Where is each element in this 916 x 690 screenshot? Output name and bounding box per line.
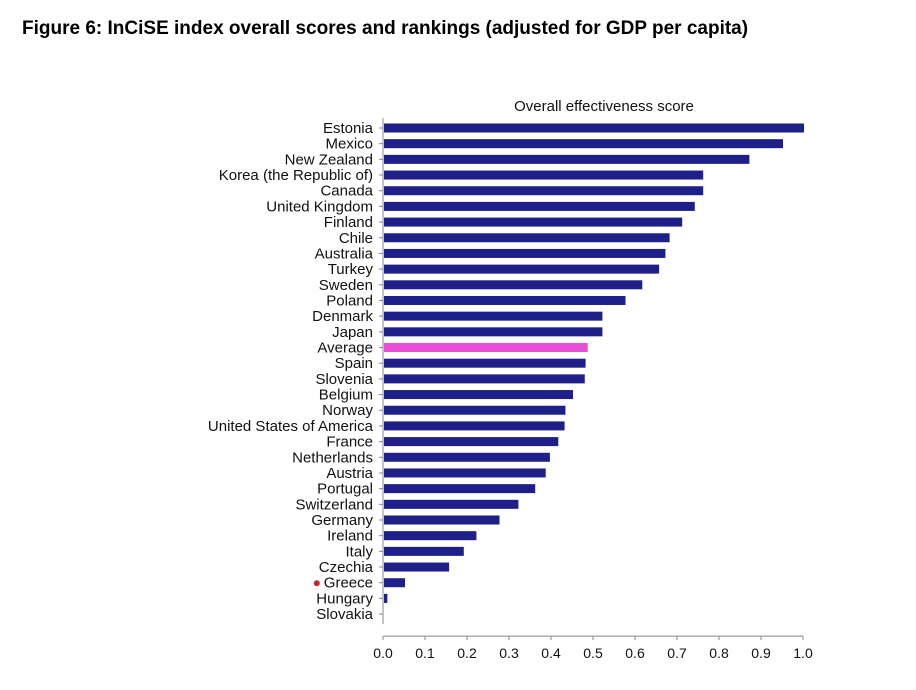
x-tick-label: 0.9: [751, 645, 771, 661]
category-label: Mexico: [325, 136, 373, 153]
bar-united-states-of-america: [384, 421, 565, 431]
category-label: Austria: [326, 465, 373, 482]
category-label: United States of America: [208, 418, 374, 435]
bar-netherlands: [384, 452, 550, 462]
category-label: Sweden: [319, 277, 373, 294]
category-label: Canada: [320, 183, 373, 200]
category-label: Finland: [324, 214, 373, 231]
bar-spain: [384, 358, 586, 368]
category-label: Average: [317, 340, 373, 357]
bar-poland: [384, 295, 626, 305]
bar-united-kingdom: [384, 201, 695, 211]
x-tick-label: 0.2: [457, 645, 477, 661]
x-tick-label: 0.3: [499, 645, 519, 661]
bar-ireland: [384, 531, 477, 541]
category-label: Switzerland: [295, 496, 373, 513]
bar-average: [384, 343, 588, 353]
bar-belgium: [384, 390, 573, 400]
x-tick-label: 0.5: [583, 645, 603, 661]
category-label: Korea (the Republic of): [219, 167, 373, 184]
category-label: Czechia: [319, 559, 374, 576]
category-label: Italy: [345, 543, 373, 560]
bar-australia: [384, 248, 666, 258]
x-tick-label: 0.8: [709, 645, 729, 661]
category-label: Poland: [326, 292, 373, 309]
bar-france: [384, 437, 559, 447]
category-label: Greece: [324, 575, 373, 592]
bar-turkey: [384, 264, 660, 274]
category-label: Hungary: [316, 590, 373, 607]
x-tick-label: 0.4: [541, 645, 561, 661]
category-label: Estonia: [323, 120, 374, 137]
x-tick-label: 1.0: [793, 645, 813, 661]
x-tick-label: 0.0: [373, 645, 393, 661]
bar-korea-the-republic-of: [384, 170, 704, 180]
category-label: Slovakia: [316, 606, 373, 623]
bar-switzerland: [384, 499, 519, 509]
bar-finland: [384, 217, 683, 227]
chart-title: Overall effectiveness score: [514, 98, 694, 115]
bar-germany: [384, 515, 500, 525]
bar-greece: [384, 578, 405, 588]
bar-italy: [384, 546, 464, 556]
x-tick-label: 0.7: [667, 645, 687, 661]
chart-bars: [384, 123, 804, 603]
bar-new-zealand: [384, 154, 750, 164]
category-label: Netherlands: [292, 449, 373, 466]
category-label: France: [326, 434, 373, 451]
bar-mexico: [384, 139, 783, 149]
category-label: Portugal: [317, 481, 373, 498]
category-label: Germany: [311, 512, 373, 529]
category-label: Spain: [335, 355, 373, 372]
marker-dot: [313, 580, 320, 587]
bar-austria: [384, 468, 546, 478]
bar-norway: [384, 405, 566, 415]
category-label: Slovenia: [315, 371, 373, 388]
bar-sweden: [384, 280, 643, 290]
bar-portugal: [384, 484, 536, 494]
category-label: Ireland: [327, 528, 373, 545]
category-label: Chile: [339, 230, 373, 247]
bar-canada: [384, 186, 704, 196]
bar-hungary: [384, 593, 388, 603]
category-label: Turkey: [328, 261, 374, 278]
category-label: Denmark: [312, 308, 373, 325]
category-label: United Kingdom: [266, 198, 373, 215]
bar-chile: [384, 233, 670, 243]
category-label: Norway: [322, 402, 373, 419]
bar-czechia: [384, 562, 450, 572]
x-axis-ticks: 0.0 0.1 0.2 0.3 0.4 0.5 0.6 0.7 0.8 0.9 1.0: [373, 636, 813, 661]
bar-japan: [384, 327, 603, 337]
category-label: New Zealand: [285, 151, 373, 168]
category-label: Belgium: [319, 387, 373, 404]
category-label: Japan: [332, 324, 373, 341]
bar-denmark: [384, 311, 603, 321]
x-tick-label: 0.1: [415, 645, 435, 661]
bar-estonia: [384, 123, 804, 133]
figure-title: Figure 6: InCiSE index overall scores an…: [22, 18, 749, 39]
x-tick-label: 0.6: [625, 645, 645, 661]
category-label: Australia: [315, 245, 374, 262]
bar-slovenia: [384, 374, 585, 384]
